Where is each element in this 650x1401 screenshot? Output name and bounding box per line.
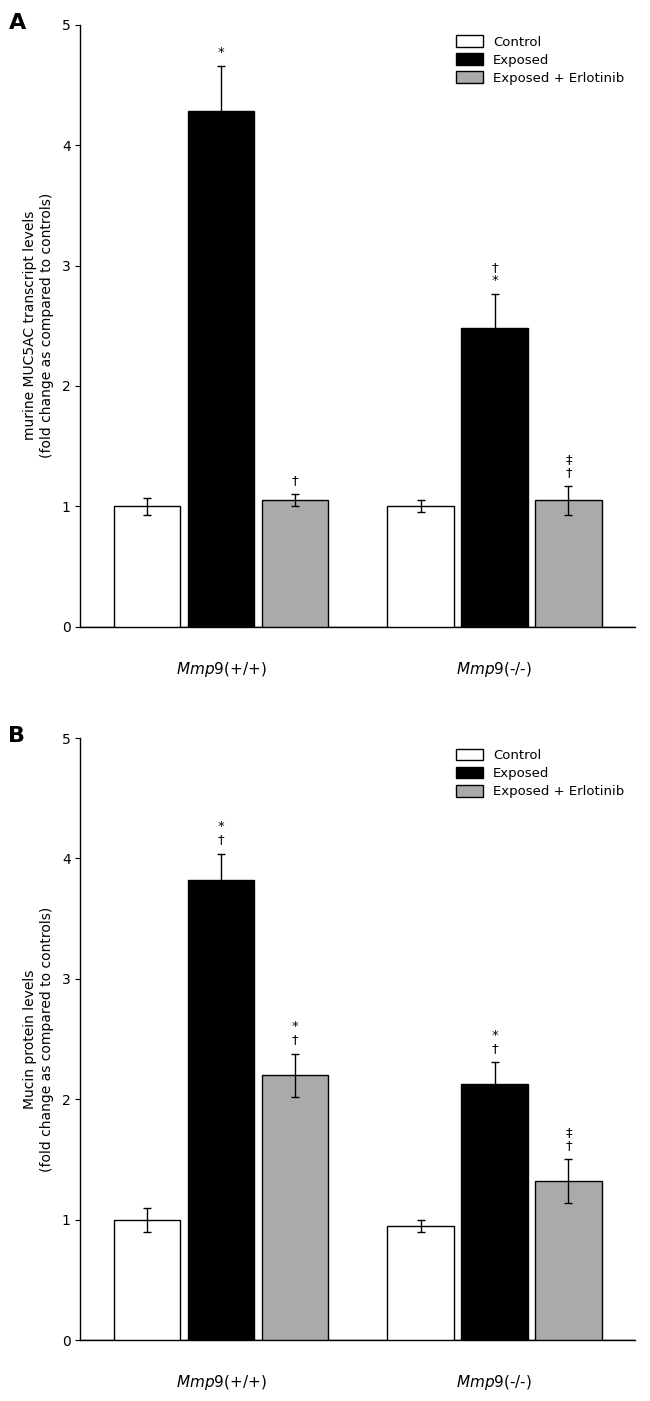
Text: †
*: † * [491,261,498,287]
Bar [114,506,180,626]
Text: *
†: * † [491,1028,498,1055]
Text: $\it{Mmp9}$(-/-): $\it{Mmp9}$(-/-) [456,1373,532,1393]
Legend: Control, Exposed, Exposed + Erlotinib: Control, Exposed, Exposed + Erlotinib [452,31,629,88]
Bar [387,1226,454,1339]
Bar [114,1220,180,1339]
Bar [535,500,602,626]
Legend: Control, Exposed, Exposed + Erlotinib: Control, Exposed, Exposed + Erlotinib [452,745,629,803]
Text: $\it{Mmp9}$(+/+): $\it{Mmp9}$(+/+) [176,660,266,679]
Bar [262,1075,328,1339]
Y-axis label: murine MUC5AC transcript levels
(fold change as compared to controls): murine MUC5AC transcript levels (fold ch… [23,193,53,458]
Y-axis label: Mucin protein levels
(fold change as compared to controls): Mucin protein levels (fold change as com… [23,906,53,1171]
Text: B: B [8,726,25,747]
Bar [462,1083,528,1339]
Bar [535,1181,602,1339]
Bar [462,328,528,626]
Bar [387,506,454,626]
Text: $\it{Mmp9}$(+/+): $\it{Mmp9}$(+/+) [176,1373,266,1393]
Text: A: A [8,13,25,32]
Text: *: * [218,45,224,59]
Text: ‡
†: ‡ † [565,453,572,479]
Text: †: † [292,474,298,488]
Bar [188,880,254,1339]
Bar [262,500,328,626]
Text: *
†: * † [291,1020,298,1047]
Text: ‡
†: ‡ † [565,1126,572,1152]
Text: $\it{Mmp9}$(-/-): $\it{Mmp9}$(-/-) [456,660,532,679]
Bar [188,112,254,626]
Text: *
†: * † [218,821,224,846]
